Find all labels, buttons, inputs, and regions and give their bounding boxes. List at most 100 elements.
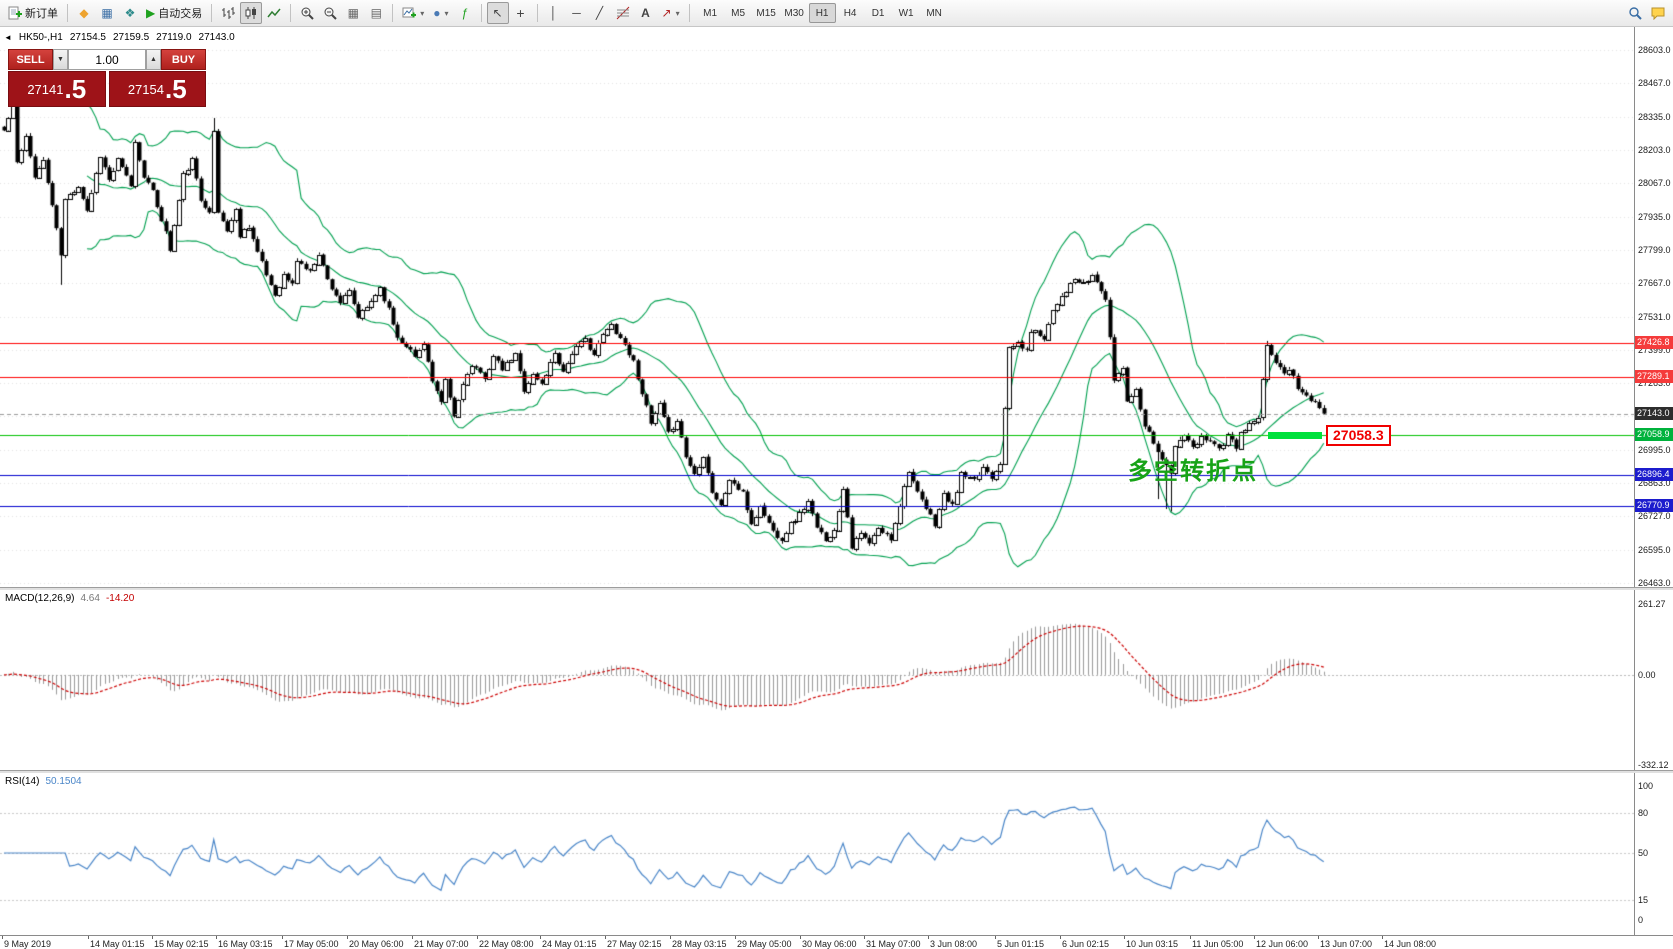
toolbar-separator — [688, 4, 690, 22]
volume-increase-button[interactable]: ▲ — [146, 49, 161, 70]
vertical-line-button[interactable]: │ — [543, 2, 565, 24]
time-axis-label: 30 May 06:00 — [802, 939, 857, 949]
autotrading-button[interactable]: ▶ 自动交易 — [142, 2, 206, 24]
market-watch-button[interactable]: ▦ — [96, 2, 118, 24]
timeframe-button-mn[interactable]: MN — [926, 7, 942, 19]
grid-button[interactable]: ▦ — [342, 2, 364, 24]
text-icon: A — [641, 6, 650, 20]
timeframe-button-d1[interactable]: D1 — [871, 7, 885, 19]
trendline-button[interactable]: ╱ — [589, 2, 611, 24]
toolbar-separator — [392, 4, 394, 22]
sell-price-main: 27141 — [27, 81, 64, 97]
line-chart-icon — [267, 8, 281, 18]
time-tick — [800, 936, 801, 939]
time-axis-label: 12 Jun 06:00 — [1256, 939, 1309, 949]
new-order-button[interactable]: 新订单 — [4, 2, 62, 24]
cursor-button[interactable]: ↖ — [486, 2, 509, 24]
time-axis-label: 9 May 2019 — [4, 939, 52, 949]
cursor-arrow-icon: ↖ — [492, 6, 503, 20]
price-axis-label: 27935.0 — [1638, 212, 1671, 222]
profiles-button[interactable]: ● ▾ — [429, 2, 452, 24]
macd-canvas[interactable] — [0, 590, 1634, 770]
highlight-price-label[interactable]: 27058.3 — [1326, 425, 1391, 446]
chat-icon — [1651, 7, 1665, 20]
chevron-up-icon: ▲ — [150, 56, 157, 63]
time-axis[interactable]: 9 May 2019 14 May 01:15 15 May 02:15 16 May… — [0, 935, 1673, 949]
zoom-out-icon — [324, 7, 337, 20]
rsi-axis-label: 50 — [1638, 848, 1649, 858]
fibonacci-button[interactable] — [612, 2, 634, 24]
new-chart-button[interactable]: ▾ — [398, 2, 428, 24]
zoom-out-button[interactable] — [319, 2, 341, 24]
rsi-axis[interactable]: 100 80 50 15 0 — [1634, 773, 1673, 935]
toolbar-separator — [290, 4, 292, 22]
price-level-tag: 27426.8 — [1635, 336, 1673, 349]
time-tick — [670, 936, 671, 939]
macd-axis[interactable]: 261.27 0.00 -332.12 — [1634, 590, 1673, 770]
buy-price-display[interactable]: 27154 .5 — [108, 71, 206, 107]
volume-decrease-button[interactable]: ▼ — [53, 49, 68, 70]
rsi-axis-label: 0 — [1638, 915, 1644, 925]
search-button[interactable] — [1624, 2, 1646, 24]
timeframe-button-m15[interactable]: M15 — [756, 7, 776, 19]
rsi-axis-label: 15 — [1638, 895, 1649, 905]
timeframe-button-m1[interactable]: M1 — [703, 7, 718, 19]
volume-input[interactable] — [68, 49, 146, 70]
candlestick-chart-button[interactable] — [240, 2, 263, 24]
sell-price-display[interactable]: 27141 .5 — [8, 71, 106, 107]
tile-windows-button[interactable]: ▤ — [365, 2, 387, 24]
time-axis-label: 3 Jun 08:00 — [930, 939, 978, 949]
time-tick — [2, 936, 3, 939]
panel-divider[interactable] — [0, 587, 1673, 590]
time-axis-label: 14 May 01:15 — [90, 939, 145, 949]
turning-point-annotation[interactable]: 多空转折点 — [1128, 458, 1258, 485]
price-axis[interactable]: 28603.0 28467.0 28335.0 28203.0 28067.0 27935… — [1634, 27, 1673, 587]
buy-button[interactable]: BUY — [161, 49, 206, 70]
bar-chart-button[interactable] — [217, 2, 239, 24]
price-level-tag: 27143.0 — [1635, 407, 1673, 420]
price-axis-label: 27263.0 — [1638, 378, 1671, 388]
tile-windows-icon: ▤ — [370, 6, 382, 20]
highlight-price-segment[interactable] — [1268, 432, 1322, 439]
time-axis-label: 28 May 03:15 — [672, 939, 727, 949]
time-axis-label: 21 May 07:00 — [414, 939, 469, 949]
macd-panel: MACD(12,26,9) 4.64 -14.20 261.27 0.00 -332… — [0, 590, 1673, 770]
crosshair-button[interactable]: + — [510, 2, 532, 24]
time-axis-label: 17 May 05:00 — [284, 939, 339, 949]
rsi-canvas[interactable] — [0, 773, 1634, 935]
timeframe-button-w1[interactable]: W1 — [898, 7, 914, 19]
panel-divider[interactable] — [0, 770, 1673, 773]
chevron-down-icon: ▾ — [675, 8, 680, 18]
toolbar-separator — [480, 4, 482, 22]
time-tick — [347, 936, 348, 939]
price-axis-label: 26727.0 — [1638, 511, 1671, 521]
rsi-value: 50.1504 — [45, 776, 82, 787]
time-tick — [1190, 936, 1191, 939]
line-chart-button[interactable] — [263, 2, 285, 24]
timeframe-button-m5[interactable]: M5 — [731, 7, 746, 19]
indicators-button[interactable]: ƒ — [454, 2, 476, 24]
arrows-button[interactable]: ↗ ▾ — [658, 2, 684, 24]
timeframe-button-m30[interactable]: M30 — [784, 7, 804, 19]
bar-close-value: 27143.0 — [198, 32, 235, 43]
time-axis-label: 13 Jun 07:00 — [1320, 939, 1373, 949]
text-button[interactable]: A — [635, 2, 657, 24]
metaeditor-button[interactable]: ◆ — [73, 2, 95, 24]
chat-button[interactable] — [1647, 2, 1669, 24]
rsi-title: RSI(14) — [5, 776, 40, 787]
macd-title: MACD(12,26,9) — [5, 593, 75, 604]
one-click-toggle-icon[interactable]: ◄ — [4, 33, 12, 42]
zoom-in-button[interactable] — [296, 2, 318, 24]
time-tick — [1124, 936, 1125, 939]
main-toolbar: 新订单 ◆ ▦ ❖ ▶ 自动交易 ▦ ▤ ▾ ● ▾ ƒ ↖ + │ ─ ╱ A … — [0, 0, 1673, 27]
time-tick — [928, 936, 929, 939]
bar-low-value: 27119.0 — [156, 32, 192, 43]
horizontal-line-button[interactable]: ─ — [566, 2, 588, 24]
chevron-down-icon: ▾ — [444, 8, 449, 18]
symbol-info-bar: ◄ HK50-,H1 27154.5 27159.5 27119.0 27143… — [4, 32, 235, 43]
price-chart-canvas[interactable] — [0, 27, 1634, 587]
sell-button[interactable]: SELL — [8, 49, 53, 70]
timeframe-button-h1[interactable]: H1 — [808, 3, 836, 23]
data-window-button[interactable]: ❖ — [119, 2, 141, 24]
timeframe-button-h4[interactable]: H4 — [843, 7, 857, 19]
